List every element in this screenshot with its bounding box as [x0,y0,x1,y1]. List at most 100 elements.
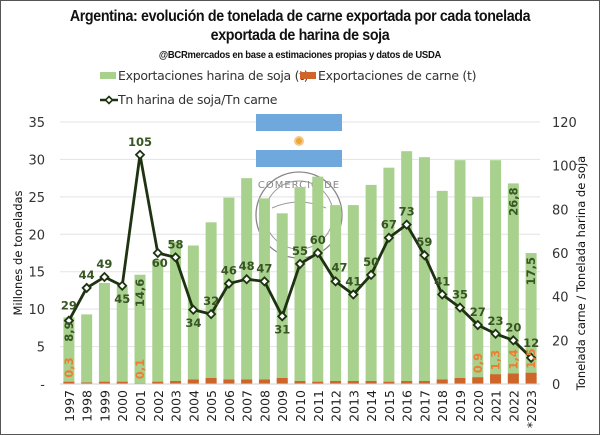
legend-label-soy: Exportaciones harina de soja (t) [118,68,309,83]
soy-bar [401,151,413,384]
meat-bar [294,381,306,384]
soy-bar [490,160,502,384]
meat-bar [454,378,466,384]
ratio-marker [81,282,92,294]
meat-bar [276,378,288,384]
ratio-data-label: 47 [256,261,272,275]
x-tick-label: 2017 [417,390,432,422]
ratio-marker [152,247,164,259]
soy-bar [81,314,93,384]
ratio-marker [276,311,288,322]
soy-bar [134,274,146,384]
ratio-data-label: 60 [152,256,168,270]
meat-bar [490,374,502,384]
ratio-data-label: 67 [381,218,397,232]
ratio-data-label: 27 [470,305,486,319]
soy-bar [170,241,182,384]
y-right-tick-label: 40 [552,291,569,306]
x-tick-label: 2014 [364,390,379,422]
ratio-marker [401,219,412,230]
soy-bar [205,222,217,384]
x-tick-label: *2023 [524,390,539,428]
ratio-marker [223,278,235,289]
chart-title-line1: Argentina: evolución de tonelada de carn… [69,8,531,25]
meat-bar [205,378,217,384]
meat-bar [330,381,342,384]
meat-bar [507,373,519,384]
x-tick-label: 2015 [382,390,397,422]
ratio-data-label: 50 [363,255,379,269]
soy-bar [454,160,466,384]
ratio-data-label: 44 [79,268,95,282]
ratio-data-label: 23 [488,314,504,328]
meat-data-label: 0,3 [62,357,76,377]
ratio-data-label: 49 [96,257,112,271]
ratio-marker [312,247,324,259]
ratio-marker [525,352,537,364]
ratio-marker [241,273,252,285]
soy-bar [436,190,448,384]
ratio-data-label: 58 [168,237,184,251]
x-tick-label: 2008 [257,390,272,422]
meat-bar [81,382,93,384]
soy-bar [365,184,377,384]
legend-swatch-meat [300,72,316,79]
flag-top-stripe [256,114,342,131]
ratio-marker [259,276,270,287]
meat-bar [472,377,484,384]
y-tick-label: 20 [28,228,45,243]
meat-bar [418,381,430,384]
ratio-data-label: 35 [452,288,468,302]
x-tick-label: 2002 [151,390,166,422]
soy-bar [418,157,430,384]
legend-label-ratio: Tn harina de soja/Tn carne [118,92,278,107]
chart-subtitle: @BCRmercados en base a estimaciones prop… [158,49,442,61]
ratio-marker [365,269,377,281]
ratio-marker [294,258,306,270]
meat-data-label: 0,9 [471,353,485,373]
meat-bar [347,381,359,384]
meat-bar [223,379,235,384]
ratio-marker [508,335,519,346]
meat-bar [312,381,324,384]
soy-bar [312,176,324,384]
meat-bar [98,381,110,384]
x-tick-label: 2022 [506,390,521,422]
soy-bar [507,183,519,384]
x-tick-label: 2004 [186,390,201,422]
ratio-data-label: 60 [310,233,326,247]
ratio-data-label: 20 [505,320,521,334]
x-tick-label: 1999 [97,390,112,422]
x-tick-label: 2006 [222,390,237,422]
meat-bar [152,381,164,384]
ratio-data-label: 41 [345,274,361,288]
x-tick-label: 2012 [329,390,344,422]
meat-bar [187,379,199,384]
chart-title-line2: exportada de harina de soja [210,27,390,44]
x-tick-label: 2007 [240,390,255,422]
soy-bar [525,253,537,384]
soy-bar [276,213,288,384]
soy-data-label: 26,8 [506,187,520,215]
seal-text: COMERCIO DE [258,180,340,191]
x-tick-label: 2011 [311,390,326,422]
meat-bar [401,381,413,384]
x-tick-label: 2020 [471,390,486,422]
ratio-marker [170,252,181,263]
ratio-marker [330,276,341,287]
ratio-marker [383,232,395,243]
y-right-tick-label: 80 [552,203,569,218]
ratio-marker [419,249,430,261]
y-tick-label: 30 [28,153,45,168]
meat-bar [436,379,448,384]
ratio-data-label: 59 [416,235,432,249]
ratio-data-label: 45 [114,292,130,306]
soy-data-label: 17,5 [524,257,538,285]
soy-bar [258,198,270,384]
legend-line-marker-icon [100,94,118,105]
ratio-data-label: 47 [332,260,348,274]
soy-data-label: 8,9 [62,321,76,341]
ratio-data-label: 34 [185,316,201,330]
x-tick-label: 2000 [115,390,130,422]
